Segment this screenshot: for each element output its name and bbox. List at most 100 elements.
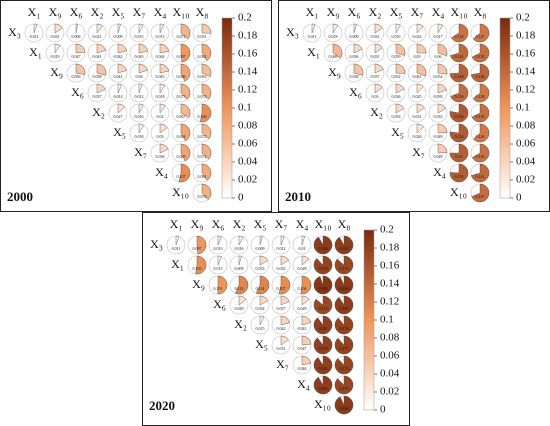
cell-value: 0.072 [177, 34, 186, 39]
cell-value: 0.114 [256, 286, 265, 291]
cell-value: 0.013 [156, 34, 165, 39]
row-label: X₄ [433, 165, 446, 179]
cell-value: 0.036 [156, 154, 165, 159]
cell-value: 0.074 [198, 94, 207, 99]
cell-value: 0.063 [198, 74, 207, 79]
colorbar-tick-label: 0.2 [380, 224, 394, 236]
colorbar-tick-label: 0.18 [238, 30, 258, 42]
cell-value: 0.017 [434, 34, 443, 39]
pie-wedge [353, 43, 363, 54]
column-label: X₅ [112, 5, 125, 19]
column-label: X₇ [275, 217, 288, 231]
colorbar-tick-label: 0.16 [516, 48, 536, 60]
pie-wedge [437, 143, 448, 154]
cell-value: 0.058 [350, 74, 359, 79]
cell-value: 0.183 [340, 246, 349, 251]
pie-wedge [301, 335, 312, 346]
pie-wedge [117, 43, 127, 54]
column-label: X₁ [306, 5, 319, 19]
cell-value: 0.041 [298, 326, 307, 331]
pie-wedge [449, 163, 469, 183]
cell-value: 0.141 [476, 174, 485, 179]
pie-wedge [313, 255, 333, 275]
cell-value: 0.107 [277, 286, 286, 291]
pie-wedge [280, 255, 289, 266]
pie-wedge [96, 63, 107, 76]
cell-value: 0.175 [340, 386, 349, 391]
row-label: X₁₀ [314, 397, 331, 411]
cell-value: 0.076 [198, 194, 207, 199]
colorbar-tick-label: 0.16 [380, 260, 400, 272]
cell-value: 0.042 [114, 54, 123, 59]
cell-value: 0.051 [198, 34, 207, 39]
pie-wedge [201, 43, 212, 61]
colorbar-tick-label: 0.06 [516, 138, 536, 150]
pie-wedge [450, 83, 469, 103]
colorbar-tick-label: 0.18 [380, 242, 400, 254]
pie-wedge [313, 295, 333, 315]
row-label: X₂ [92, 105, 105, 119]
pie-wedge [138, 23, 144, 34]
cell-value: 0.044 [156, 54, 165, 59]
pie-wedge [117, 103, 126, 114]
pie-wedge [280, 335, 289, 346]
pie-wedge [217, 255, 222, 266]
colorbar-tick-label: 0.04 [238, 156, 258, 168]
row-label: X₆ [71, 85, 84, 99]
pie-wedge [96, 83, 106, 94]
column-label: X₆ [212, 217, 225, 231]
pie-wedge [159, 103, 166, 114]
pie-wedge [259, 315, 265, 326]
pie-wedge [138, 43, 149, 54]
pie-wedge [416, 83, 424, 94]
pie-wedge [180, 123, 191, 142]
cell-value: 0.128 [476, 94, 485, 99]
cell-value: 0.026 [413, 134, 422, 139]
row-label: X₇ [276, 357, 289, 371]
column-label: X₂ [91, 5, 104, 19]
panel-frame [0, 0, 272, 212]
column-label: X₁ [28, 5, 41, 19]
cell-value: 0.06 [435, 54, 442, 59]
cell-value: 0.074 [198, 154, 207, 159]
column-label: X₂ [369, 5, 382, 19]
cell-value: 0.183 [319, 386, 328, 391]
row-label: X₅ [391, 125, 404, 139]
cell-value: 0.041 [93, 54, 102, 59]
pie-wedge [374, 63, 384, 74]
cell-value: 0.085 [177, 154, 186, 159]
row-label: X₉ [192, 277, 205, 291]
cell-value: 0.097 [193, 246, 202, 251]
pie-wedge [75, 43, 86, 54]
pie-wedge [159, 143, 169, 154]
pie-wedge [180, 103, 191, 118]
column-label: X₇ [411, 5, 424, 19]
column-label: X₇ [133, 5, 146, 19]
pie-wedge [54, 23, 63, 34]
pie-wedge [353, 63, 364, 76]
cell-value: 0.013 [214, 246, 223, 251]
pie-wedge [437, 43, 448, 57]
cell-value: 0.011 [172, 246, 181, 251]
cell-value: 0.032 [277, 266, 286, 271]
column-label: X₄ [432, 5, 445, 19]
pie-wedge [238, 255, 242, 266]
cell-value: 0.138 [455, 94, 464, 99]
pie-wedge [159, 83, 166, 94]
pie-wedge [301, 255, 310, 266]
cell-value: 0.009 [350, 34, 359, 39]
cell-value: 0.107 [177, 174, 186, 179]
cell-value: 0.03 [372, 94, 379, 99]
cell-value: 0.152 [455, 174, 464, 179]
cell-value: 0.037 [93, 94, 102, 99]
cell-value: 0.041 [114, 74, 123, 79]
cell-value: 0.058 [93, 74, 102, 79]
cell-value: 0.016 [235, 246, 244, 251]
pie-wedge [437, 23, 443, 34]
cell-value: 0.127 [476, 34, 485, 39]
pie-wedge [75, 63, 86, 75]
cell-value: 0.031 [371, 34, 380, 39]
pie-wedge [117, 83, 123, 94]
cell-value: 0.009 [256, 246, 265, 251]
cell-value: 0.014 [114, 94, 123, 99]
